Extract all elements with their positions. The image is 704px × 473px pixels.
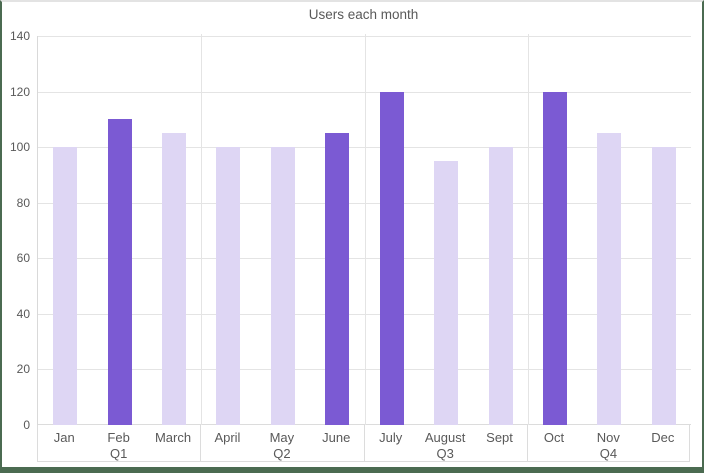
bar-jan	[53, 147, 78, 425]
chart-title: Users each month	[308, 7, 419, 22]
x-axis-group-boundary	[689, 425, 690, 461]
quarter-divider	[201, 34, 203, 425]
bar-april	[216, 147, 241, 425]
group-label-q4: Q4	[599, 446, 618, 461]
bar-june	[325, 133, 350, 425]
x-tick-label-july: July	[379, 430, 403, 445]
bar-nov	[597, 133, 622, 425]
bar-march	[162, 133, 187, 425]
group-label-q3: Q3	[436, 446, 454, 461]
y-tick-label-40: 40	[16, 306, 30, 321]
quarter-divider	[527, 34, 529, 425]
x-tick-label-june: June	[322, 430, 351, 445]
bar-sept	[488, 147, 513, 425]
x-tick-label-august: August	[424, 430, 466, 445]
x-tick-label-jan: Jan	[53, 430, 75, 445]
plot-area	[37, 34, 691, 425]
y-tick-label-20: 20	[16, 362, 30, 377]
bar-oct	[542, 91, 567, 425]
y-tick-label-140: 140	[9, 29, 30, 43]
group-label-q2: Q2	[273, 446, 291, 461]
y-tick-label-0: 0	[23, 418, 30, 432]
quarter-divider	[364, 34, 366, 425]
bar-dec	[651, 147, 676, 425]
bar-august	[434, 161, 459, 425]
x-tick-label-nov: Nov	[596, 430, 620, 445]
x-tick-label-april: April	[214, 430, 241, 445]
x-axis-group-boundary	[363, 425, 365, 461]
x-tick-label-oct: Oct	[543, 430, 565, 445]
y-tick-label-60: 60	[16, 251, 30, 266]
x-axis-area: Jan Feb March April May June July August Sept Oct…	[37, 425, 690, 462]
group-label-q1: Q1	[109, 446, 128, 461]
x-axis-group-boundary	[200, 425, 202, 461]
y-tick-label-80: 80	[16, 195, 30, 210]
x-tick-label-march: March	[154, 430, 192, 445]
bar-july	[379, 91, 404, 425]
x-tick-label-feb: Feb	[107, 430, 130, 445]
y-tick-label-100: 100	[9, 140, 30, 155]
y-tick-label-120: 120	[9, 84, 30, 99]
bar-may	[270, 147, 295, 425]
x-tick-label-sept: Sept	[486, 430, 513, 445]
bar-feb	[107, 119, 132, 425]
x-axis-group-boundary	[526, 425, 528, 461]
x-tick-label-dec: Dec	[651, 430, 675, 445]
x-tick-label-may: May	[269, 430, 295, 445]
x-axis-group-boundary	[37, 425, 38, 461]
